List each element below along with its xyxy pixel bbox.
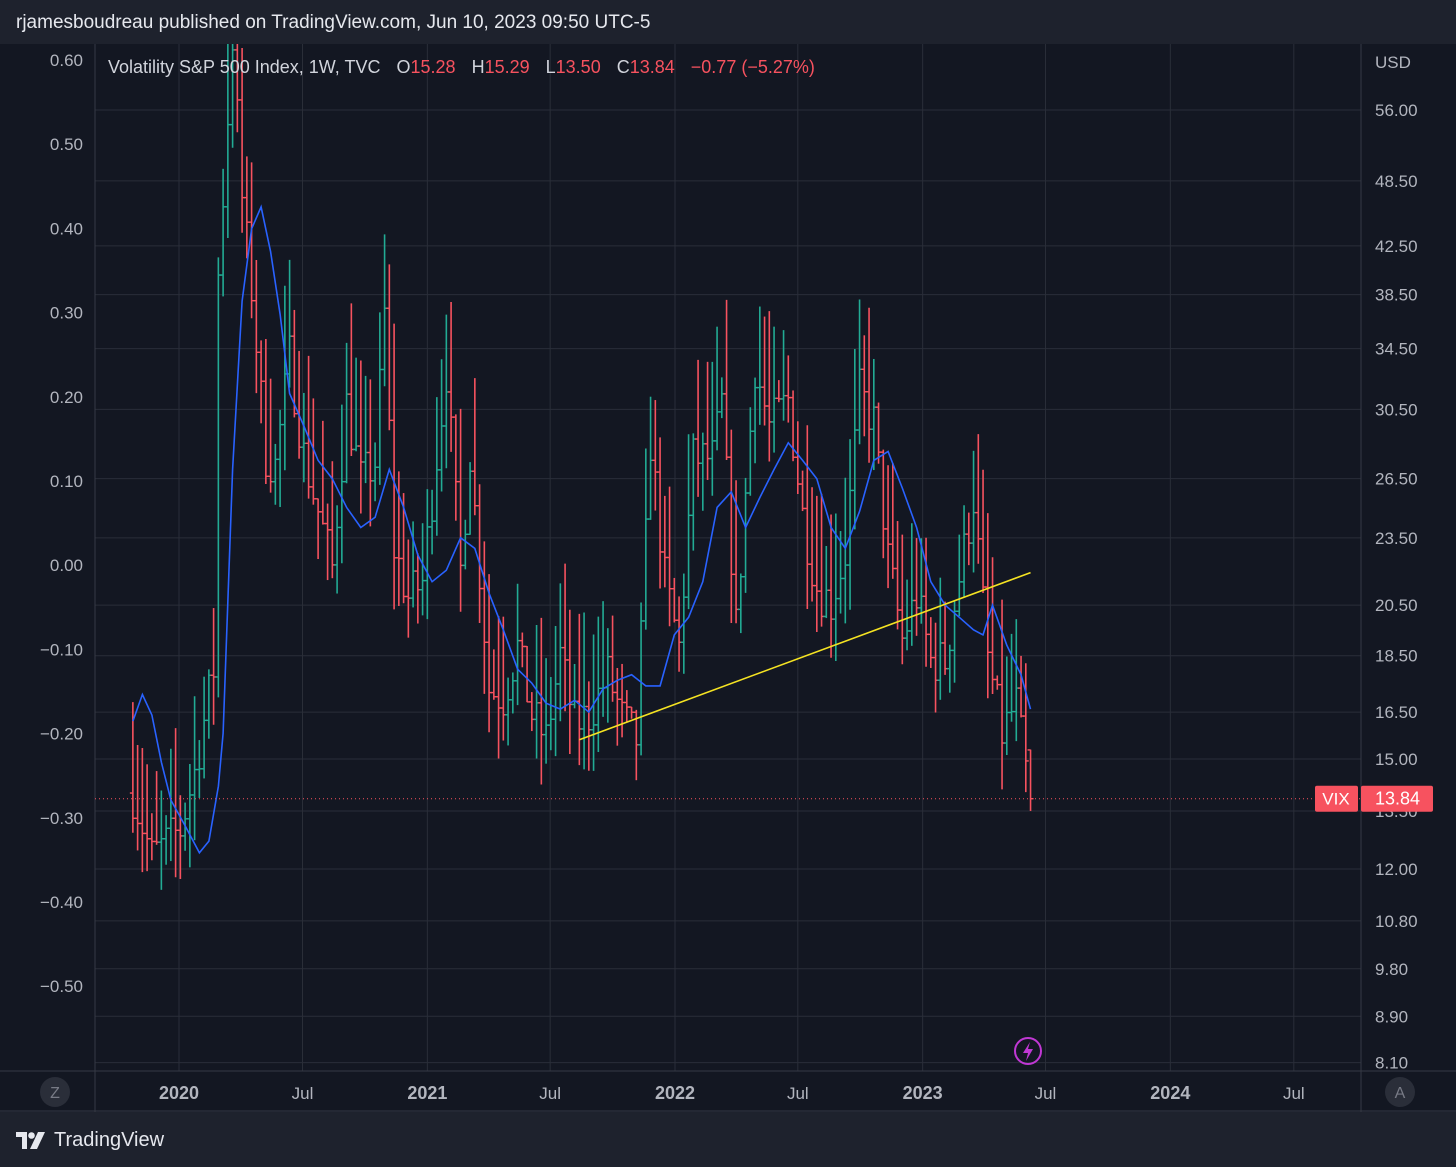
price-axis-unit: USD	[1375, 53, 1411, 72]
chart-grid	[95, 44, 1361, 1071]
last-price-tag: VIX 13.84	[1315, 785, 1433, 812]
legend-change: −0.77 (−5.27%)	[691, 57, 815, 77]
moving-average-line	[132, 204, 1032, 855]
price-axis-label: 10.80	[1375, 912, 1418, 931]
time-axis-label: 2022	[655, 1083, 695, 1103]
legend-low-value: 13.50	[556, 57, 601, 77]
chart-area[interactable]: 56.00 48.50 42.50 38.50 34.50 30.50 26.50 23.50…	[0, 44, 1456, 1112]
z-button-label[interactable]: Z	[50, 1085, 60, 1102]
time-axis-label: 2021	[407, 1083, 447, 1103]
time-axis-label: 2024	[1150, 1083, 1190, 1103]
price-axis-label: 56.00	[1375, 101, 1418, 120]
price-axis-ticks[interactable]: 56.00 48.50 42.50 38.50 34.50 30.50 26.50 23.50…	[1375, 101, 1418, 1073]
price-axis-label: 8.10	[1375, 1054, 1408, 1073]
time-axis-ticks[interactable]: 2020 Jul 2021 Jul 2022 Jul 2023 Jul 2024 Jul	[159, 1083, 1305, 1103]
time-axis-label: 2020	[159, 1083, 199, 1103]
price-axis-label: 18.50	[1375, 647, 1418, 666]
time-axis-label: Jul	[1035, 1084, 1057, 1103]
legend-open-value: 15.28	[411, 57, 456, 77]
z-button-circle[interactable]	[40, 1077, 70, 1107]
tradingview-logo[interactable]: TradingView	[16, 1129, 164, 1152]
time-axis-label: Jul	[787, 1084, 809, 1103]
a-button-label[interactable]: A	[1395, 1085, 1406, 1102]
time-axis-label: 2023	[903, 1083, 943, 1103]
percent-axis-label: −0.50	[40, 977, 83, 996]
percent-axis-label: 0.40	[50, 219, 83, 238]
publish-header: rjamesboudreau published on TradingView.…	[0, 0, 1456, 44]
price-axis-label: 48.50	[1375, 172, 1418, 191]
legend-close-label: C	[617, 57, 630, 77]
legend-symbol: Volatility S&P 500 Index, 1W, TVC	[108, 57, 380, 77]
price-axis-label: 16.50	[1375, 703, 1418, 722]
price-axis-label: 15.00	[1375, 750, 1418, 769]
legend-high-value: 15.29	[485, 57, 530, 77]
ohlc-bar	[1022, 663, 1029, 793]
chart-axes	[0, 44, 1456, 1112]
auto-scale-button-left[interactable]: Z	[40, 1077, 70, 1107]
percent-axis-label: 0.20	[50, 388, 83, 407]
price-axis-label: 9.80	[1375, 960, 1408, 979]
percent-axis-label: −0.30	[40, 809, 83, 828]
time-axis-label: Jul	[292, 1084, 314, 1103]
percent-axis-label: −0.40	[40, 893, 83, 912]
price-axis-label: 38.50	[1375, 286, 1418, 305]
percent-axis-label: 0.50	[50, 135, 83, 154]
percent-axis-label: −0.20	[40, 725, 83, 744]
indicator-lines	[132, 204, 1032, 855]
price-tag-symbol: VIX	[1322, 790, 1349, 809]
price-axis-label: 26.50	[1375, 470, 1418, 489]
svg-text:Volatility S&P 500 Index, 1W,: Volatility S&P 500 Index, 1W, TVC O15.28…	[108, 57, 815, 77]
price-axis-label: 42.50	[1375, 237, 1418, 256]
legend-open-label: O	[397, 57, 411, 77]
percent-axis-label: 0.00	[50, 556, 83, 575]
price-tag-value-box	[1361, 785, 1433, 812]
price-tag-value: 13.84	[1375, 789, 1420, 809]
price-axis-label: 23.50	[1375, 529, 1418, 548]
time-axis-label: Jul	[539, 1084, 561, 1103]
tradingview-wordmark: TradingView	[54, 1129, 165, 1151]
percent-axis-label: −0.10	[40, 640, 83, 659]
footer-bar: TradingView	[0, 1112, 1456, 1167]
price-axis-label: 34.50	[1375, 340, 1418, 359]
legend-low-label: L	[546, 57, 556, 77]
price-tag-symbol-box	[1315, 785, 1358, 812]
time-axis-label: Jul	[1283, 1084, 1305, 1103]
percent-axis-label: 0.10	[50, 472, 83, 491]
price-axis-label: 30.50	[1375, 400, 1418, 419]
legend-close-value: 13.84	[630, 57, 675, 77]
percent-axis-label: 0.60	[50, 51, 83, 70]
publish-info: rjamesboudreau published on TradingView.…	[16, 12, 651, 33]
tradingview-logo-icon	[16, 1132, 45, 1149]
trendline	[579, 571, 1031, 741]
price-axis-label: 12.00	[1375, 860, 1418, 879]
a-button-circle[interactable]	[1385, 1077, 1415, 1107]
percent-axis-label: 0.30	[50, 304, 83, 323]
percent-axis-ticks[interactable]: 0.60 0.50 0.40 0.30 0.20 0.10 0.00 −0.10 −0.20 −0…	[40, 51, 83, 996]
lightning-icon[interactable]	[1014, 1037, 1042, 1065]
symbol-legend[interactable]: Volatility S&P 500 Index, 1W, TVC O15.28…	[108, 57, 815, 77]
price-axis-label: 20.50	[1375, 596, 1418, 615]
legend-high-label: H	[472, 57, 485, 77]
price-axis-label: 8.90	[1375, 1007, 1408, 1026]
auto-scale-button-right[interactable]: A	[1385, 1077, 1415, 1107]
